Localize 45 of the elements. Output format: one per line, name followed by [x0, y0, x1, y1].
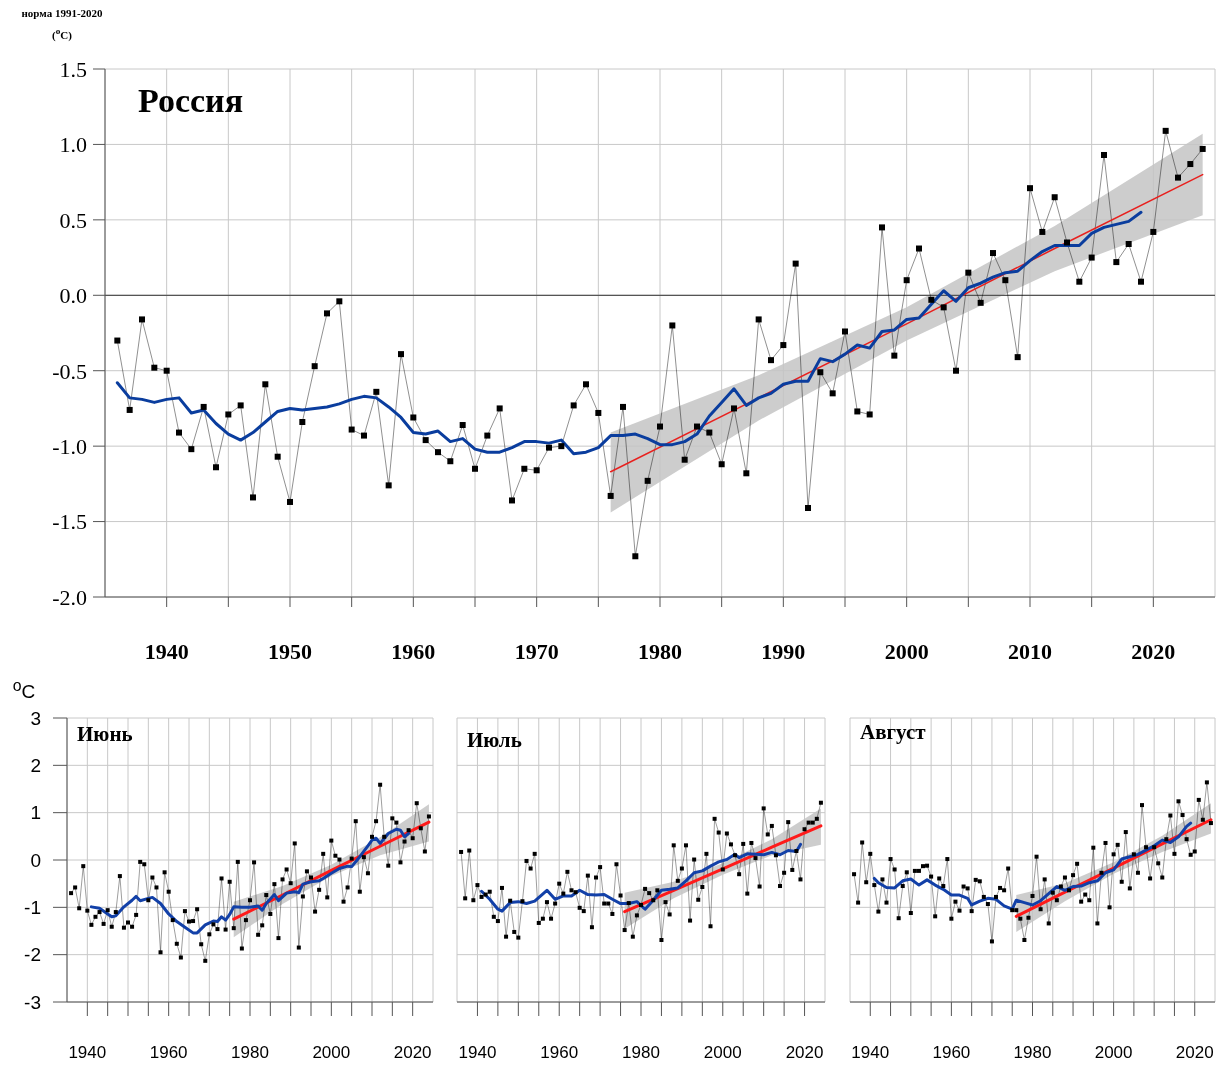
x-tick-label: 1940 [458, 1043, 497, 1063]
y-tick-label: -1.5 [52, 509, 87, 535]
y-tick-label: 3 [30, 707, 41, 729]
y-tick-label: 2 [30, 755, 41, 777]
x-tick-label: 1940 [144, 638, 189, 664]
chart-title: Август [860, 720, 926, 745]
x-tick-label: 1940 [851, 1043, 890, 1063]
x-tick-label: 2020 [1131, 638, 1176, 664]
y-axis-title: $^{o}$C [11, 676, 37, 703]
x-tick-label: 1980 [1013, 1043, 1052, 1063]
x-tick-label: 1980 [638, 638, 682, 664]
x-tick-label: 2000 [312, 1043, 351, 1063]
x-tick-label: 2000 [703, 1043, 742, 1063]
y-tick-label: -2 [24, 944, 41, 966]
y-tick-label: -3 [24, 991, 41, 1013]
y-tick-label: 1.5 [59, 56, 87, 82]
y-tick-label: 0.0 [59, 283, 87, 309]
x-tick-label: 2020 [1175, 1043, 1214, 1063]
y-axis-title: норма 1991-2020 ($^{o}$C) [20, 6, 104, 43]
y-tick-label: -2.0 [52, 584, 87, 610]
x-tick-label: 2020 [785, 1043, 824, 1063]
y-tick-label: 1.0 [59, 132, 87, 158]
x-tick-label: 1960 [391, 638, 436, 664]
x-tick-label: 1970 [514, 638, 559, 664]
x-tick-label: 1960 [540, 1043, 579, 1063]
chart-title: Россия [138, 82, 244, 120]
x-tick-label: 1980 [622, 1043, 660, 1063]
x-tick-label: 2000 [1094, 1043, 1133, 1063]
x-tick-label: 1990 [761, 638, 806, 664]
x-tick-label: 2000 [884, 638, 929, 664]
x-tick-label: 1950 [268, 638, 312, 664]
y-tick-label: -0.5 [52, 358, 87, 384]
y-tick-label: 0 [30, 849, 41, 871]
x-tick-label: 1980 [231, 1043, 269, 1063]
y-tick-label: -1 [24, 897, 41, 919]
x-tick-label: 2020 [393, 1043, 432, 1063]
y-tick-label: 0.5 [59, 207, 87, 233]
chart-title: Июнь [77, 722, 133, 747]
x-tick-label: 2010 [1008, 638, 1052, 664]
x-tick-label: 1940 [68, 1043, 107, 1063]
x-tick-label: 1960 [932, 1043, 971, 1063]
y-tick-label: -1.0 [52, 433, 87, 459]
x-tick-label: 1960 [149, 1043, 188, 1063]
y-tick-label: 1 [30, 802, 41, 824]
text: Июль [467, 728, 522, 753]
